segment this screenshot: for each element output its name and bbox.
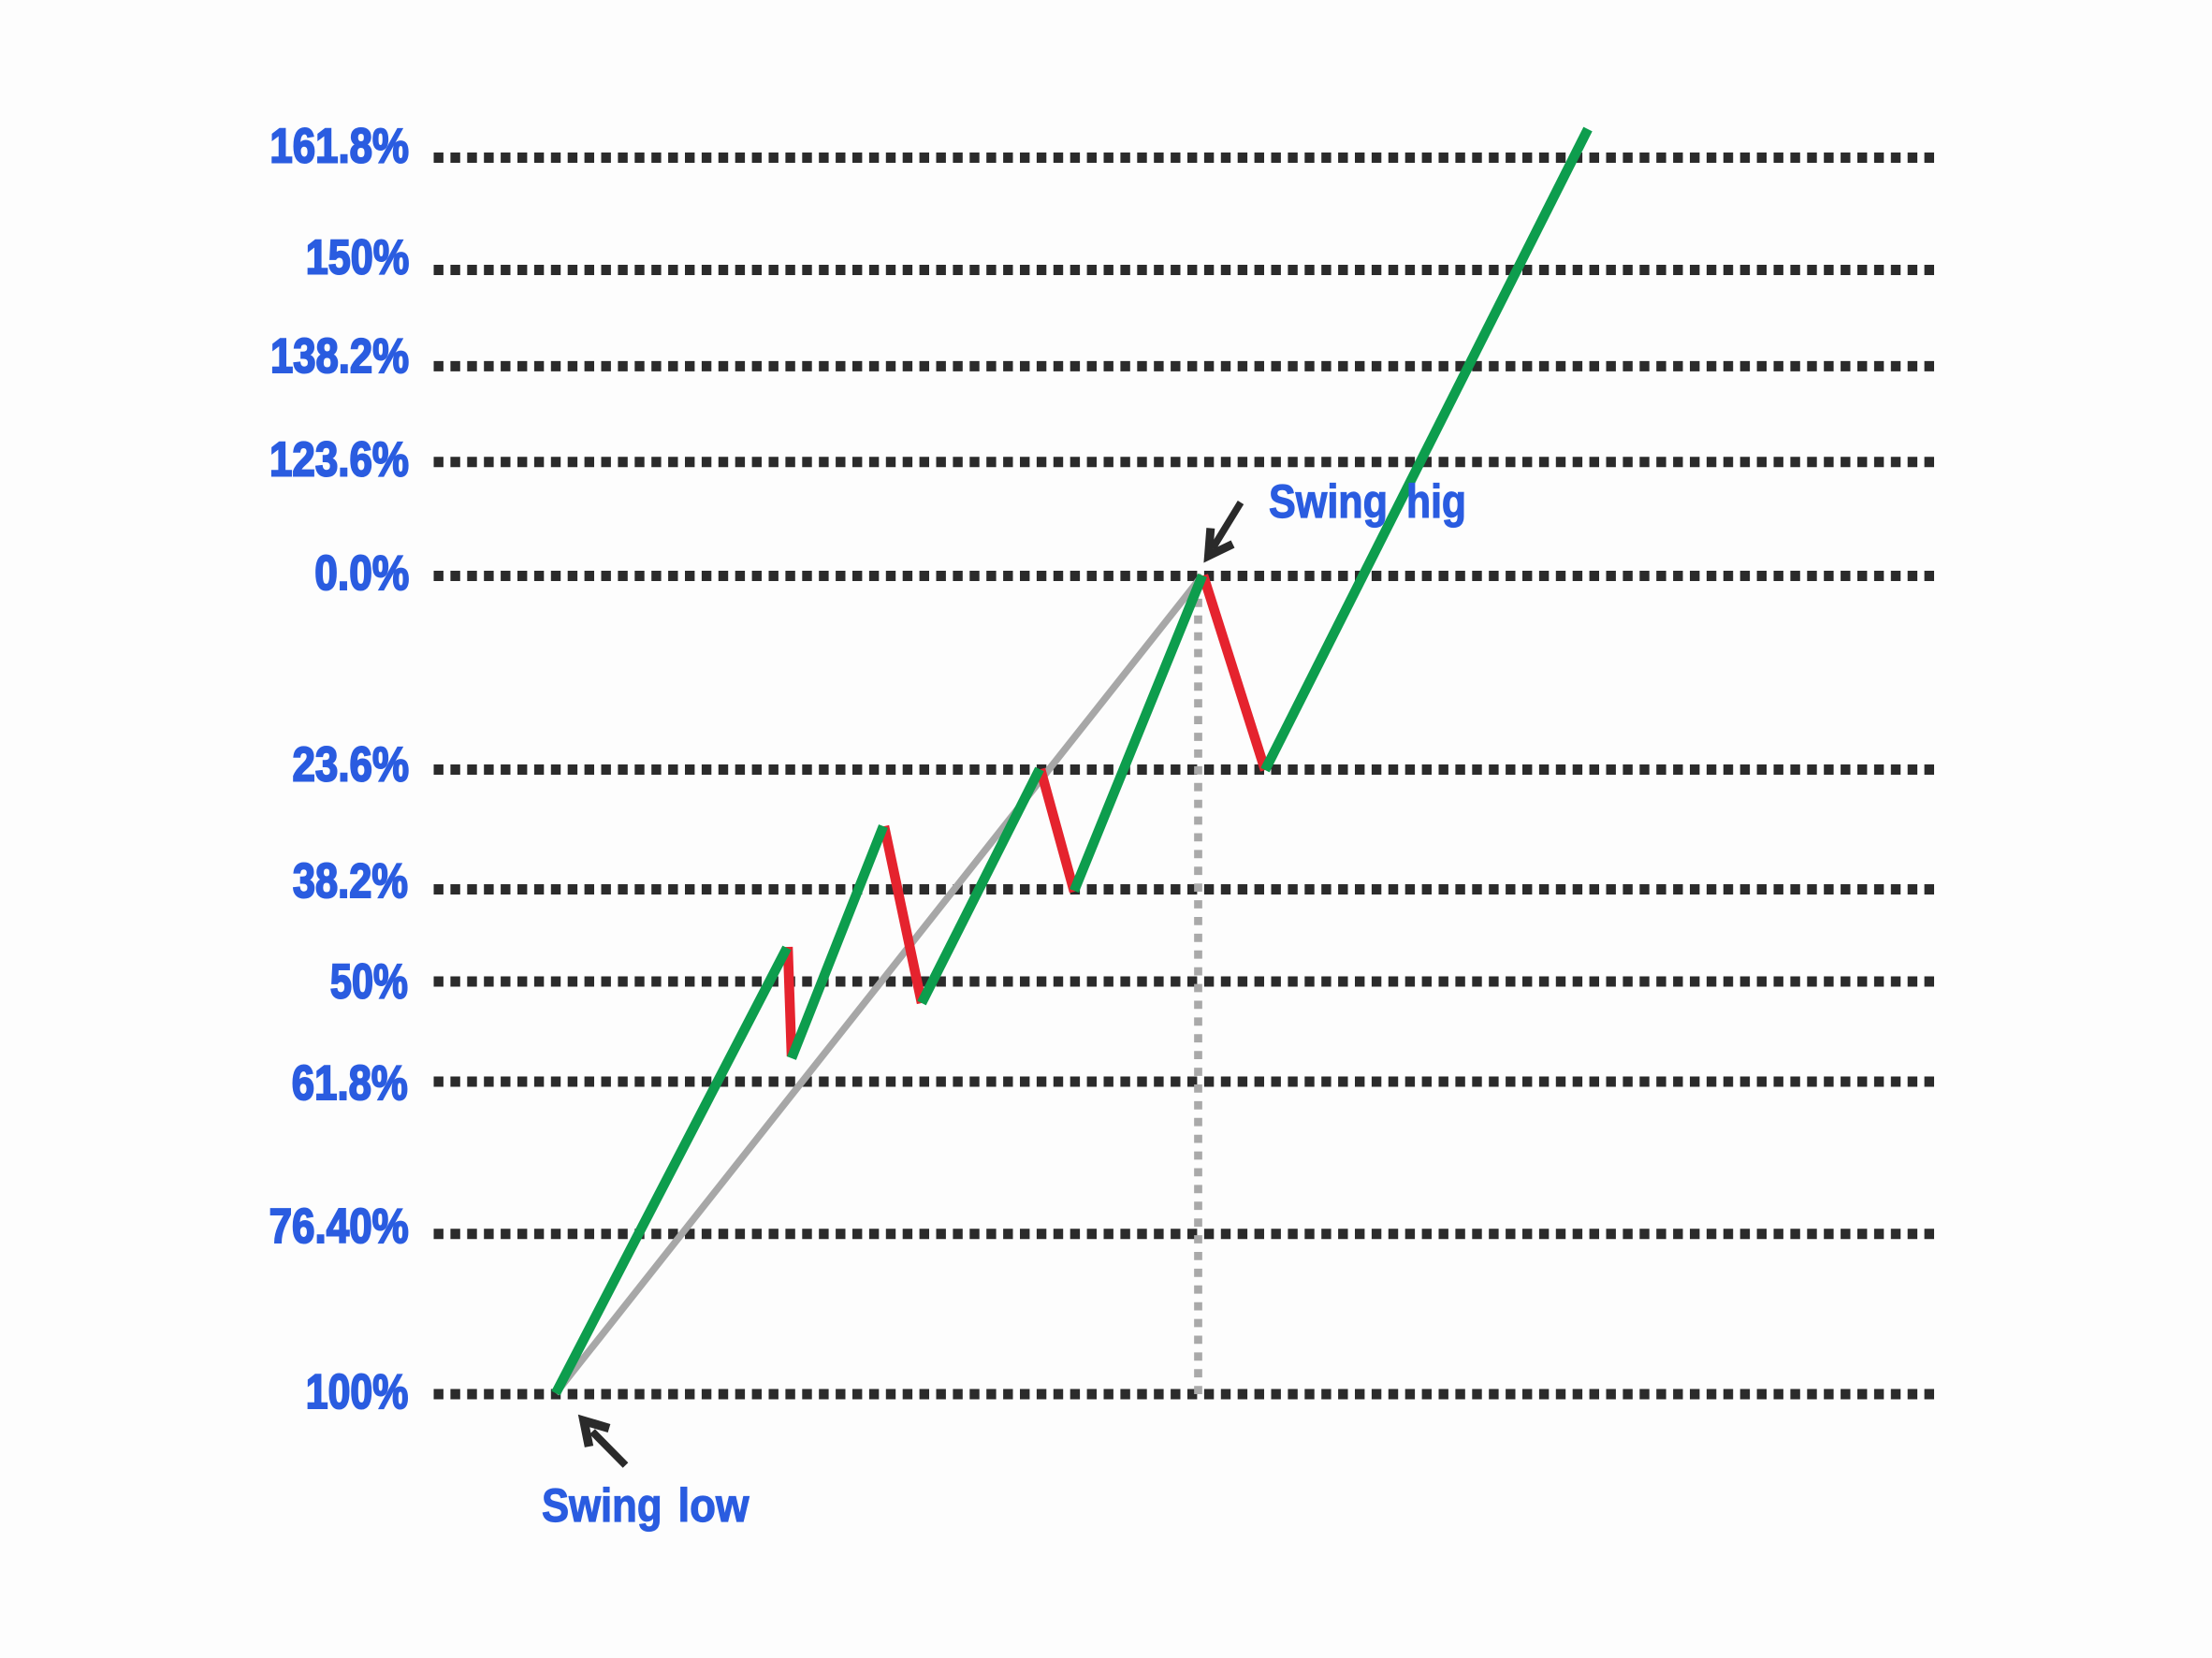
svg-text:23.6%: 23.6% <box>293 737 410 792</box>
svg-text:123.6%: 123.6% <box>269 432 409 487</box>
svg-text:Swing: Swing <box>542 1479 662 1532</box>
svg-text:0.0%: 0.0% <box>314 546 409 601</box>
svg-text:76.40%: 76.40% <box>269 1200 409 1254</box>
svg-text:Swing: Swing <box>1269 475 1388 528</box>
svg-text:hig: hig <box>1406 475 1466 528</box>
svg-text:150%: 150% <box>306 231 409 285</box>
svg-text:138.2%: 138.2% <box>270 329 409 384</box>
svg-text:161.8%: 161.8% <box>269 119 409 173</box>
svg-text:38.2%: 38.2% <box>293 854 408 909</box>
svg-text:50%: 50% <box>330 954 408 1009</box>
svg-text:61.8%: 61.8% <box>292 1056 408 1111</box>
svg-text:low: low <box>678 1479 749 1532</box>
svg-text:100%: 100% <box>306 1365 409 1419</box>
